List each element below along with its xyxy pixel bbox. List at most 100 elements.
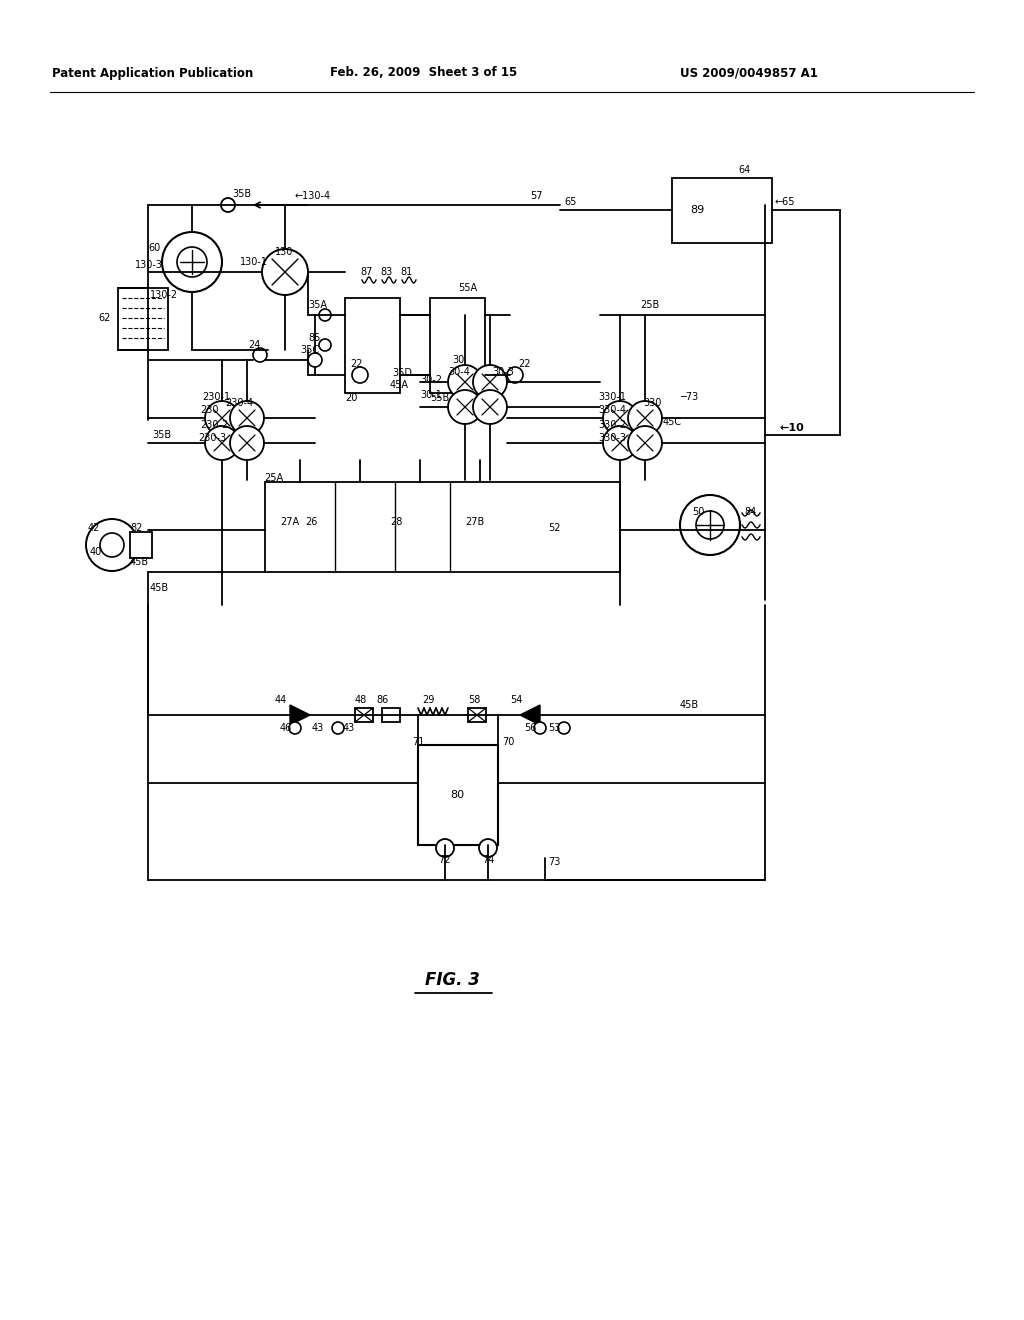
Text: 330-3: 330-3 (598, 433, 626, 444)
Text: 71: 71 (412, 737, 424, 747)
Circle shape (177, 247, 207, 277)
Text: 25A: 25A (264, 473, 283, 483)
Text: 81: 81 (400, 267, 413, 277)
Text: Feb. 26, 2009  Sheet 3 of 15: Feb. 26, 2009 Sheet 3 of 15 (330, 66, 517, 79)
Text: 87: 87 (360, 267, 373, 277)
Text: 30-1: 30-1 (420, 389, 442, 400)
Text: 130-1: 130-1 (240, 257, 268, 267)
Text: 20: 20 (345, 393, 357, 403)
Bar (118, 288, 168, 350)
Text: 22: 22 (518, 359, 530, 370)
Text: 230-2: 230-2 (200, 420, 228, 430)
Text: 70: 70 (502, 737, 514, 747)
Text: 27B: 27B (465, 517, 484, 527)
Bar (468, 708, 486, 722)
Bar (430, 298, 485, 393)
Text: 25B: 25B (640, 300, 659, 310)
Circle shape (507, 367, 523, 383)
Text: 82: 82 (130, 523, 142, 533)
Circle shape (221, 198, 234, 213)
Circle shape (319, 339, 331, 351)
Text: 130: 130 (275, 247, 293, 257)
Text: ←10: ←10 (780, 422, 805, 433)
Text: 44: 44 (275, 696, 288, 705)
Text: 35A: 35A (308, 300, 327, 310)
Text: 22: 22 (350, 359, 362, 370)
Text: 40: 40 (90, 546, 102, 557)
Circle shape (603, 426, 637, 459)
Circle shape (628, 401, 662, 436)
Text: 43: 43 (343, 723, 355, 733)
Text: FIG. 3: FIG. 3 (425, 972, 479, 989)
Text: 35C: 35C (300, 345, 319, 355)
Text: 330-1: 330-1 (598, 392, 626, 403)
Text: 45A: 45A (390, 380, 409, 389)
Bar (265, 482, 620, 572)
Text: 28: 28 (390, 517, 402, 527)
Circle shape (628, 426, 662, 459)
Text: 74: 74 (482, 855, 495, 865)
Text: 54: 54 (510, 696, 522, 705)
Circle shape (479, 840, 497, 857)
Text: 58: 58 (468, 696, 480, 705)
Text: 42: 42 (88, 523, 100, 533)
Text: 30: 30 (452, 355, 464, 366)
Text: 45B: 45B (130, 557, 150, 568)
Text: 89: 89 (690, 205, 705, 215)
Circle shape (230, 401, 264, 436)
Text: ←130-4: ←130-4 (295, 191, 331, 201)
Bar (345, 298, 400, 393)
Bar (418, 744, 498, 845)
Circle shape (289, 722, 301, 734)
Text: ─73: ─73 (680, 392, 698, 403)
Text: 45C: 45C (663, 417, 682, 426)
Text: 26: 26 (305, 517, 317, 527)
Text: 60: 60 (148, 243, 160, 253)
Text: 84: 84 (744, 507, 757, 517)
Text: 130-2: 130-2 (150, 290, 178, 300)
Circle shape (319, 309, 331, 321)
Text: 53: 53 (548, 723, 560, 733)
Circle shape (449, 366, 482, 399)
Bar (672, 178, 772, 243)
Circle shape (603, 401, 637, 436)
Circle shape (696, 511, 724, 539)
Text: 29: 29 (422, 696, 434, 705)
Text: 57: 57 (530, 191, 543, 201)
Text: 30-4: 30-4 (449, 367, 470, 378)
Polygon shape (290, 705, 310, 725)
Circle shape (205, 401, 239, 436)
Text: 130-3: 130-3 (135, 260, 163, 271)
Circle shape (680, 495, 740, 554)
Text: ←65: ←65 (775, 197, 796, 207)
Text: 64: 64 (738, 165, 751, 176)
Text: 230-1: 230-1 (202, 392, 230, 403)
Circle shape (308, 352, 322, 367)
Text: 35B: 35B (232, 189, 251, 199)
Text: 230-3: 230-3 (198, 433, 226, 444)
Circle shape (473, 366, 507, 399)
Text: 330-4: 330-4 (598, 405, 626, 414)
Text: 73: 73 (548, 857, 560, 867)
Circle shape (205, 426, 239, 459)
Circle shape (332, 722, 344, 734)
Circle shape (436, 840, 454, 857)
Text: 45B: 45B (150, 583, 169, 593)
Text: 56: 56 (524, 723, 537, 733)
Text: 72: 72 (438, 855, 451, 865)
Text: 230-4: 230-4 (225, 399, 253, 408)
Bar (355, 708, 373, 722)
Circle shape (262, 249, 308, 294)
Text: 24: 24 (248, 341, 260, 350)
Text: 83: 83 (380, 267, 392, 277)
Text: 50: 50 (692, 507, 705, 517)
Text: 330: 330 (643, 399, 662, 408)
Circle shape (162, 232, 222, 292)
Text: 46: 46 (280, 723, 292, 733)
Text: 30-3: 30-3 (492, 367, 514, 378)
Bar (130, 532, 152, 558)
Circle shape (86, 519, 138, 572)
Text: 35D: 35D (392, 368, 412, 378)
Circle shape (352, 367, 368, 383)
Circle shape (100, 533, 124, 557)
